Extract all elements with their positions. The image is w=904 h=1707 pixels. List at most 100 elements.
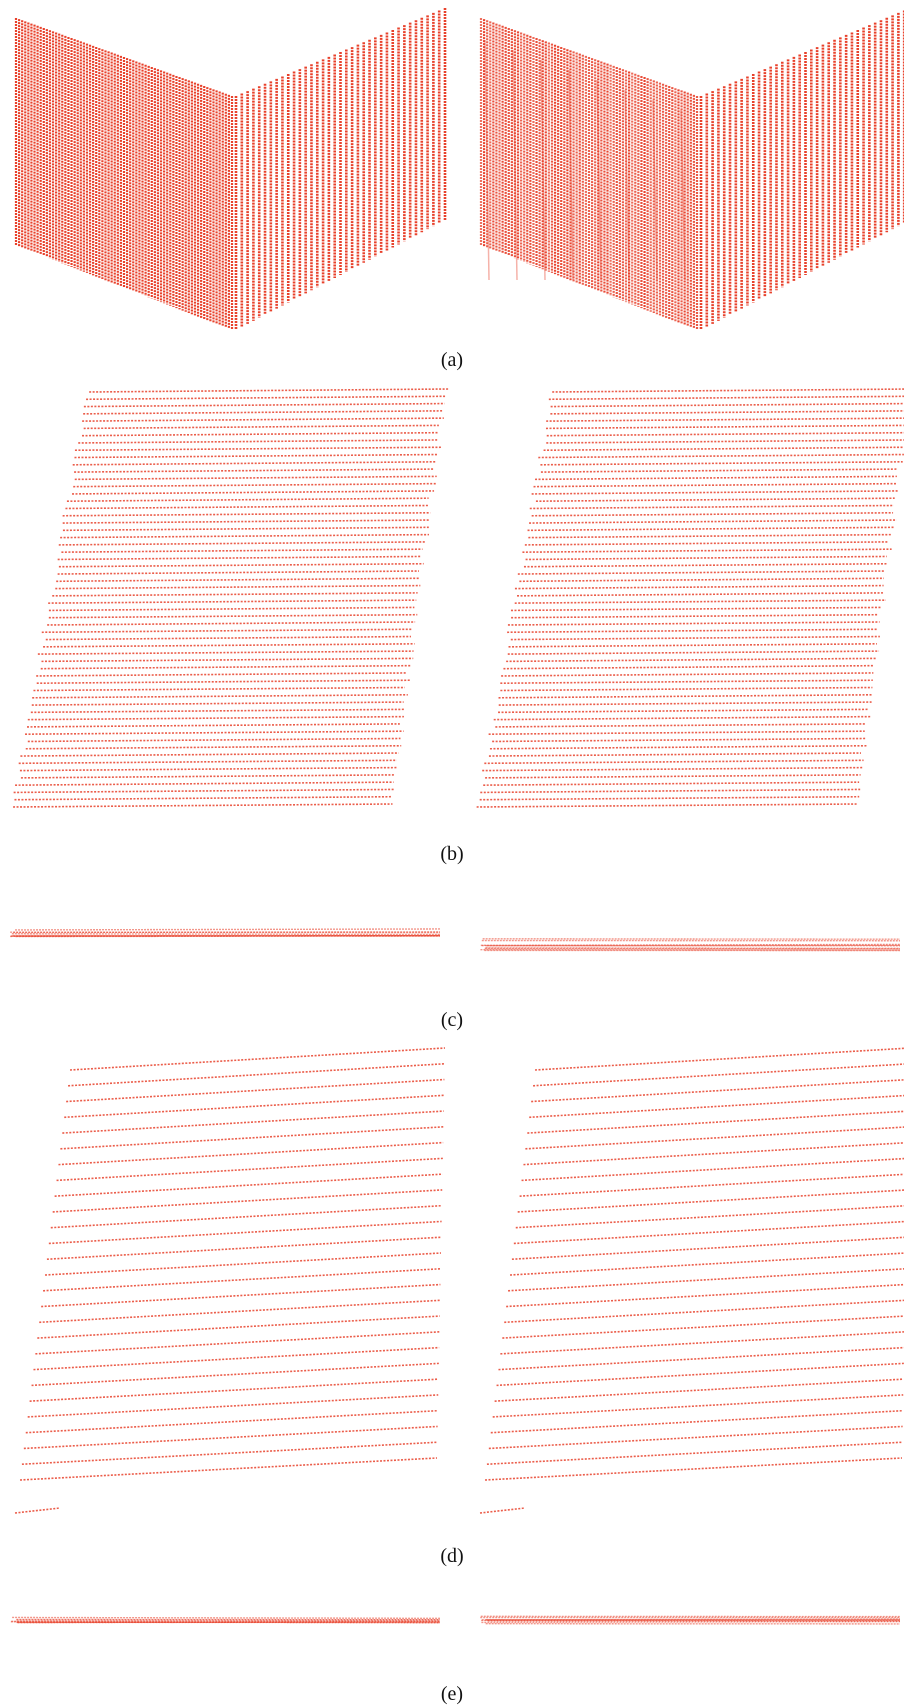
point-row [14,797,392,800]
point-row [550,411,904,414]
point-row [41,658,413,661]
point-row [73,462,436,465]
point-row [524,564,888,567]
point-row [499,702,872,705]
point-row [75,476,437,479]
point-row [70,1048,445,1070]
point-row [480,1508,525,1513]
point-row [56,578,419,581]
point-row [511,615,878,618]
point-row [494,717,871,720]
point-row [526,556,887,559]
point-row [536,498,895,501]
point-row [504,1300,904,1322]
point-row [58,556,421,559]
point-row [52,593,417,596]
point-row [89,389,449,392]
point-row [12,934,440,935]
figure: (a) (b) (c) (d) (e) [0,0,904,1707]
point-row [477,804,857,807]
point-row [19,760,397,763]
point-row [490,746,866,749]
point-row [530,505,894,508]
point-row [78,440,437,443]
point-row [15,782,394,785]
panel-label: (e) [441,1683,463,1705]
point-row [37,680,410,683]
point-row [509,644,877,647]
point-row [495,724,865,727]
panel-label: (b) [440,843,463,865]
point-row [35,1332,439,1354]
point-row [60,535,429,538]
point-row [27,724,400,727]
point-row [32,1363,439,1385]
point-row [41,1285,440,1307]
point-row [20,768,398,771]
point-row [25,731,404,734]
point-row [507,629,877,632]
point-row [489,753,861,756]
point-row [42,629,412,632]
point-row [13,804,393,807]
point-row [489,731,865,734]
point-row [74,469,433,472]
point-row [47,622,415,625]
point-row [546,440,904,443]
point-row [541,469,898,472]
point-row [506,658,876,661]
point-row [72,491,434,494]
point-row [522,1158,904,1180]
point-row [515,600,886,603]
point-row [552,389,904,392]
point-row [38,651,414,654]
point-row [484,760,863,763]
point-row [508,651,879,654]
point-row [517,593,884,596]
point-row [508,622,880,625]
point-row [503,666,873,669]
point-row [67,498,429,501]
point-row [63,513,431,516]
point-row [500,688,872,691]
point-row [83,411,442,414]
point-row [49,607,414,610]
point-row [525,542,888,545]
point-row [84,404,445,407]
point-row [546,418,904,421]
point-row [485,775,861,778]
point-row [48,600,416,603]
point-row [547,433,904,436]
point-row [32,702,404,705]
panel-label: (c) [441,1009,463,1031]
point-row [26,746,401,749]
point-row [65,505,428,508]
point-row [529,520,897,523]
point-row [544,447,904,450]
point-row [15,1508,60,1513]
point-row [499,695,872,698]
point-row [528,535,891,538]
point-row [59,564,424,567]
point-clouds [10,8,904,1624]
point-row [500,1332,904,1354]
point-row [82,433,438,436]
point-row [522,549,891,552]
point-row [501,673,873,676]
point-row [498,709,868,712]
point-row [500,680,872,683]
point-row [549,396,904,399]
point-row [488,1621,900,1622]
point-row [511,607,882,610]
point-row [20,753,398,756]
point-row [75,447,441,450]
point-row [535,476,897,479]
point-row [33,688,404,691]
point-row [532,491,898,494]
point-row [21,775,395,778]
point-row [41,666,411,669]
point-row [49,615,417,618]
point-row [480,797,860,800]
point-row [82,418,444,421]
point-row [60,1127,443,1149]
